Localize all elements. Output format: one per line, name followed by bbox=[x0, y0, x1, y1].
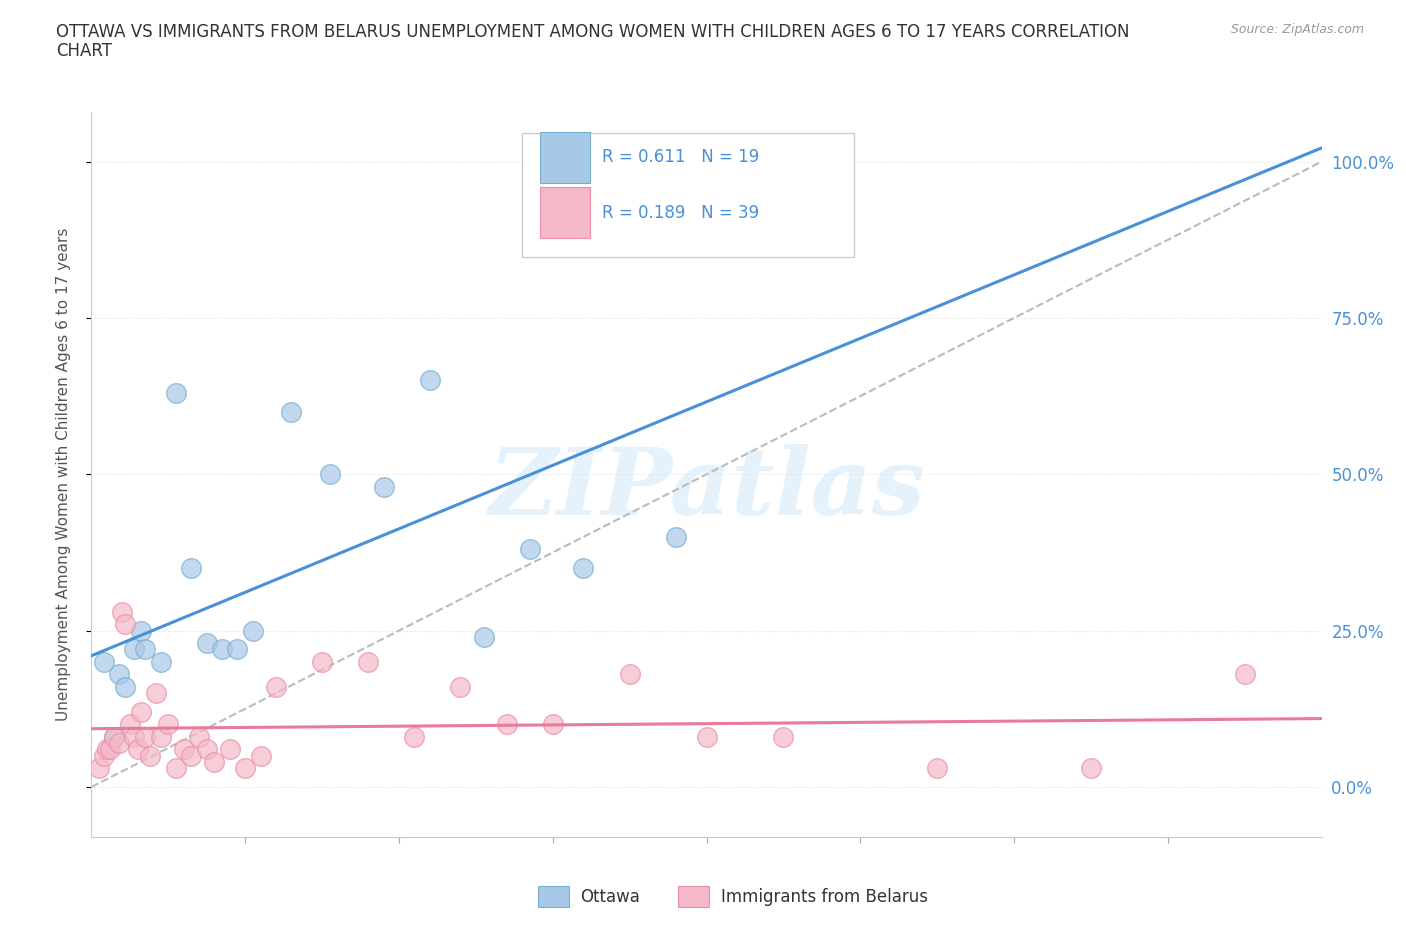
Point bbox=[98, 742, 121, 757]
Point bbox=[249, 749, 271, 764]
Point bbox=[129, 705, 152, 720]
Point bbox=[124, 729, 146, 744]
Point bbox=[495, 717, 517, 732]
Point bbox=[572, 561, 595, 576]
Point bbox=[180, 749, 202, 764]
Point bbox=[211, 642, 233, 657]
Bar bbox=[540, 132, 589, 182]
Point bbox=[373, 479, 395, 494]
Point bbox=[87, 761, 110, 776]
Text: Immigrants from Belarus: Immigrants from Belarus bbox=[720, 887, 928, 906]
Text: CHART: CHART bbox=[56, 42, 112, 60]
Point bbox=[129, 623, 152, 638]
Point bbox=[114, 680, 136, 695]
Point bbox=[264, 680, 287, 695]
Text: ZIPatlas: ZIPatlas bbox=[488, 444, 925, 534]
Point bbox=[103, 729, 125, 744]
Point bbox=[541, 717, 564, 732]
Point bbox=[93, 749, 115, 764]
Point bbox=[173, 742, 195, 757]
Point bbox=[519, 542, 541, 557]
Point bbox=[149, 729, 172, 744]
Point bbox=[124, 642, 146, 657]
Text: Source: ZipAtlas.com: Source: ZipAtlas.com bbox=[1230, 23, 1364, 36]
Text: Ottawa: Ottawa bbox=[581, 887, 640, 906]
Point bbox=[134, 729, 156, 744]
Point bbox=[311, 655, 333, 670]
Point bbox=[103, 729, 125, 744]
Point bbox=[449, 680, 471, 695]
Point bbox=[419, 373, 441, 388]
Point bbox=[202, 754, 225, 769]
Point bbox=[195, 636, 218, 651]
Point bbox=[139, 749, 162, 764]
Point bbox=[665, 529, 688, 544]
Point bbox=[472, 630, 495, 644]
Bar bbox=[540, 188, 589, 238]
Point bbox=[134, 642, 156, 657]
Point bbox=[149, 655, 172, 670]
Point bbox=[157, 717, 180, 732]
Point bbox=[108, 667, 131, 682]
Text: R = 0.189   N = 39: R = 0.189 N = 39 bbox=[602, 204, 759, 221]
Point bbox=[218, 742, 240, 757]
Point bbox=[357, 655, 380, 670]
Point bbox=[93, 655, 115, 670]
Point bbox=[772, 729, 794, 744]
Point bbox=[619, 667, 641, 682]
Point bbox=[180, 561, 202, 576]
Text: R = 0.611   N = 19: R = 0.611 N = 19 bbox=[602, 148, 759, 166]
Point bbox=[96, 742, 118, 757]
Point bbox=[233, 761, 256, 776]
Point bbox=[114, 617, 136, 631]
Text: OTTAWA VS IMMIGRANTS FROM BELARUS UNEMPLOYMENT AMONG WOMEN WITH CHILDREN AGES 6 : OTTAWA VS IMMIGRANTS FROM BELARUS UNEMPL… bbox=[56, 23, 1130, 41]
Point bbox=[319, 467, 342, 482]
Point bbox=[1233, 667, 1256, 682]
Point bbox=[695, 729, 717, 744]
Point bbox=[927, 761, 949, 776]
Point bbox=[242, 623, 264, 638]
Point bbox=[226, 642, 249, 657]
Point bbox=[772, 198, 794, 213]
Y-axis label: Unemployment Among Women with Children Ages 6 to 17 years: Unemployment Among Women with Children A… bbox=[56, 228, 70, 721]
Point bbox=[280, 405, 302, 419]
Point bbox=[188, 729, 211, 744]
Point bbox=[111, 604, 134, 619]
Point bbox=[165, 386, 187, 401]
Point bbox=[118, 717, 141, 732]
Point bbox=[1080, 761, 1102, 776]
Point bbox=[165, 761, 187, 776]
FancyBboxPatch shape bbox=[522, 133, 853, 257]
Point bbox=[127, 742, 149, 757]
Point bbox=[404, 729, 426, 744]
Point bbox=[108, 736, 131, 751]
Point bbox=[145, 685, 167, 700]
Point bbox=[195, 742, 218, 757]
